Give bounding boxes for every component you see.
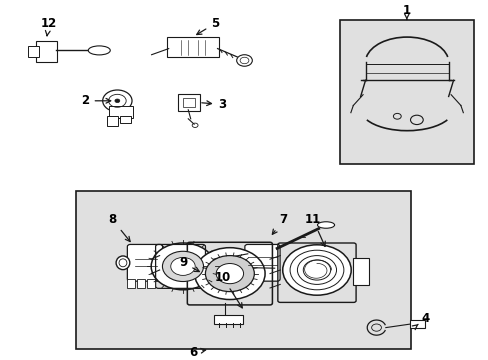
Circle shape bbox=[102, 90, 132, 112]
Text: 7: 7 bbox=[272, 213, 287, 234]
Circle shape bbox=[115, 99, 120, 103]
Circle shape bbox=[392, 113, 400, 119]
Text: 12: 12 bbox=[41, 17, 57, 36]
FancyBboxPatch shape bbox=[177, 94, 200, 111]
Text: 2: 2 bbox=[81, 94, 110, 107]
FancyBboxPatch shape bbox=[352, 258, 368, 285]
FancyBboxPatch shape bbox=[214, 315, 243, 324]
FancyBboxPatch shape bbox=[106, 116, 118, 126]
FancyBboxPatch shape bbox=[120, 116, 131, 123]
FancyBboxPatch shape bbox=[137, 279, 144, 288]
Circle shape bbox=[410, 115, 422, 125]
Circle shape bbox=[151, 243, 214, 290]
FancyBboxPatch shape bbox=[146, 279, 154, 288]
Bar bbox=[339, 20, 473, 164]
Circle shape bbox=[216, 264, 243, 284]
FancyBboxPatch shape bbox=[244, 244, 280, 281]
Text: 5: 5 bbox=[196, 17, 219, 35]
FancyBboxPatch shape bbox=[28, 46, 39, 57]
Text: 1: 1 bbox=[402, 4, 410, 19]
Text: 6: 6 bbox=[189, 346, 205, 359]
Circle shape bbox=[282, 245, 350, 295]
Text: 10: 10 bbox=[214, 271, 242, 308]
Text: 4: 4 bbox=[411, 312, 428, 330]
Circle shape bbox=[162, 251, 203, 282]
Text: 9: 9 bbox=[179, 256, 199, 271]
Text: 11: 11 bbox=[304, 213, 325, 246]
Ellipse shape bbox=[88, 46, 110, 55]
FancyBboxPatch shape bbox=[127, 244, 162, 281]
FancyBboxPatch shape bbox=[409, 320, 425, 328]
Text: 8: 8 bbox=[108, 213, 130, 242]
FancyBboxPatch shape bbox=[36, 41, 57, 62]
Text: 3: 3 bbox=[202, 98, 226, 111]
FancyBboxPatch shape bbox=[167, 37, 219, 57]
Bar bbox=[76, 191, 410, 349]
FancyBboxPatch shape bbox=[127, 279, 135, 288]
Circle shape bbox=[194, 248, 264, 300]
FancyBboxPatch shape bbox=[109, 106, 133, 118]
Circle shape bbox=[205, 256, 254, 292]
Ellipse shape bbox=[317, 222, 334, 228]
Ellipse shape bbox=[116, 256, 129, 270]
Circle shape bbox=[170, 257, 195, 275]
